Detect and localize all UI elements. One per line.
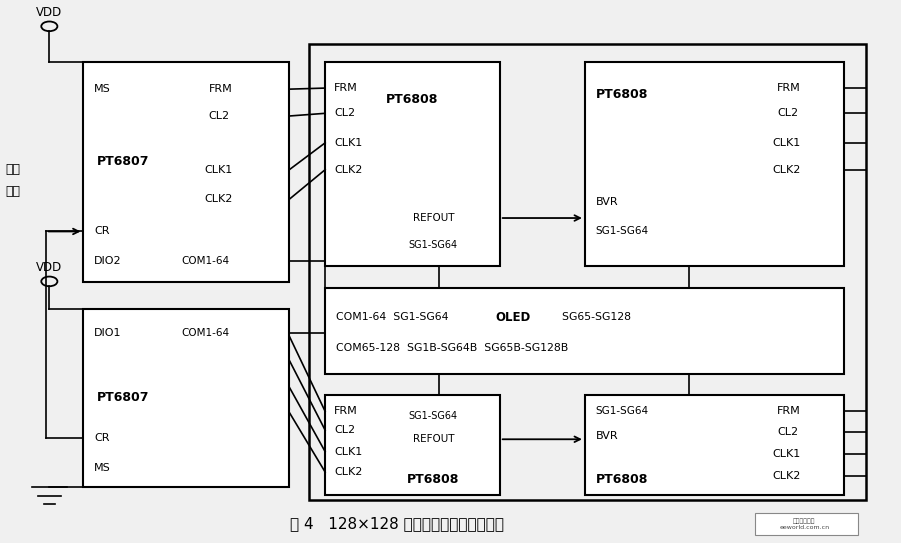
Text: CLK1: CLK1: [205, 165, 232, 175]
Text: SG65-SG128: SG65-SG128: [555, 312, 632, 323]
Text: CR: CR: [94, 433, 110, 443]
Text: CL2: CL2: [334, 425, 355, 435]
Bar: [325, 288, 844, 374]
Text: CLK1: CLK1: [773, 138, 801, 148]
Text: COM1-64: COM1-64: [182, 329, 230, 338]
Text: REFOUT: REFOUT: [413, 213, 454, 223]
Text: PT6808: PT6808: [407, 473, 460, 486]
Text: CL2: CL2: [209, 111, 230, 121]
Bar: [585, 62, 844, 267]
Text: CLK2: CLK2: [334, 165, 362, 175]
Text: COM1-64  SG1-SG64: COM1-64 SG1-SG64: [336, 312, 452, 323]
Bar: [325, 62, 500, 267]
Text: PT6807: PT6807: [96, 392, 150, 405]
Bar: [585, 395, 844, 495]
Text: CLK2: CLK2: [773, 471, 801, 481]
Text: CR: CR: [94, 226, 110, 236]
Bar: [84, 310, 289, 487]
Text: MS: MS: [94, 84, 111, 94]
Text: MS: MS: [94, 463, 111, 473]
Text: 输入: 输入: [5, 185, 21, 198]
Text: 时钟: 时钟: [5, 163, 21, 176]
Text: COM65-128  SG1B-SG64B  SG65B-SG128B: COM65-128 SG1B-SG64B SG65B-SG128B: [336, 343, 569, 353]
Text: PT6808: PT6808: [387, 93, 439, 106]
Text: CLK2: CLK2: [205, 194, 232, 204]
Bar: [84, 62, 289, 282]
Text: SG1-SG64: SG1-SG64: [596, 226, 649, 236]
Text: 图 4   128×128 点阵驱动模块接口连接图: 图 4 128×128 点阵驱动模块接口连接图: [290, 516, 504, 532]
Text: VDD: VDD: [36, 261, 62, 274]
Text: CLK1: CLK1: [334, 447, 362, 457]
Text: SG1-SG64: SG1-SG64: [596, 406, 649, 416]
Text: REFOUT: REFOUT: [413, 434, 454, 444]
Bar: [325, 395, 500, 495]
Text: SG1-SG64: SG1-SG64: [409, 240, 458, 250]
Text: SG1-SG64: SG1-SG64: [409, 411, 458, 421]
Bar: [309, 43, 866, 500]
Text: CL2: CL2: [334, 108, 355, 118]
Text: CLK1: CLK1: [773, 449, 801, 459]
Text: VDD: VDD: [36, 7, 62, 20]
Text: CLK1: CLK1: [334, 138, 362, 148]
Text: FRM: FRM: [778, 406, 801, 416]
Bar: [755, 513, 858, 535]
Text: DIO1: DIO1: [94, 329, 122, 338]
Text: COM1-64: COM1-64: [182, 256, 230, 266]
Text: PT6808: PT6808: [596, 473, 648, 486]
Text: BVR: BVR: [596, 197, 618, 207]
Text: CL2: CL2: [778, 108, 798, 118]
Text: DIO2: DIO2: [94, 256, 122, 266]
Text: PT6807: PT6807: [96, 155, 150, 168]
Text: CL2: CL2: [778, 427, 798, 437]
Text: FRM: FRM: [334, 406, 358, 416]
Text: PT6808: PT6808: [596, 88, 648, 101]
Text: FRM: FRM: [209, 84, 232, 94]
Text: 电子工程世界
eeworld.com.cn: 电子工程世界 eeworld.com.cn: [779, 519, 829, 530]
Text: BVR: BVR: [596, 431, 618, 440]
Text: CLK2: CLK2: [773, 165, 801, 175]
Text: FRM: FRM: [778, 83, 801, 93]
Text: CLK2: CLK2: [334, 467, 362, 477]
Text: FRM: FRM: [334, 83, 358, 93]
Text: OLED: OLED: [496, 311, 531, 324]
